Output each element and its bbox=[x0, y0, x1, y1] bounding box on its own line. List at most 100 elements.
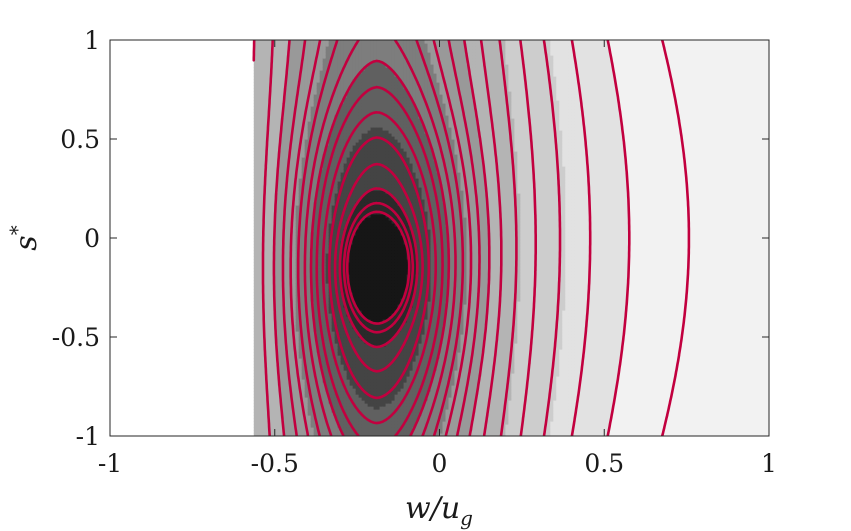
contour-fill-cell bbox=[298, 424, 303, 428]
contour-fill-cell bbox=[286, 349, 291, 353]
contour-fill-cell bbox=[307, 409, 312, 413]
contour-fill-cell bbox=[295, 349, 300, 353]
contour-fill-cell bbox=[265, 208, 270, 212]
contour-fill-cell bbox=[262, 49, 267, 53]
contour-fill-cell bbox=[265, 178, 270, 182]
contour-fill-cell bbox=[262, 250, 267, 254]
contour-fill-cell bbox=[349, 301, 354, 305]
contour-fill-cell bbox=[337, 220, 342, 224]
contour-fill-cell bbox=[256, 301, 261, 305]
contour-fill-cell bbox=[328, 220, 333, 224]
contour-fill-cell bbox=[340, 232, 345, 236]
contour-fill-cell bbox=[295, 58, 300, 62]
contour-fill-cell bbox=[307, 418, 312, 422]
contour-fill-cell bbox=[259, 286, 264, 290]
contour-fill-cell bbox=[283, 256, 288, 260]
contour-fill-cell bbox=[346, 151, 351, 155]
contour-fill-cell bbox=[262, 142, 267, 146]
contour-fill-cell bbox=[256, 427, 261, 431]
contour-fill-cell bbox=[307, 127, 312, 131]
contour-fill-cell bbox=[343, 421, 348, 425]
contour-fill-cell bbox=[322, 112, 327, 116]
contour-fill-cell bbox=[331, 256, 336, 260]
contour-fill-cell bbox=[307, 178, 312, 182]
contour-fill-cell bbox=[277, 205, 282, 209]
contour-fill-cell bbox=[262, 286, 267, 290]
contour-fill-cell bbox=[271, 379, 276, 383]
contour-fill-cell bbox=[286, 409, 291, 413]
contour-fill-cell bbox=[301, 382, 306, 386]
contour-fill-cell bbox=[292, 94, 297, 98]
contour-fill-cell bbox=[265, 235, 270, 239]
contour-fill-cell bbox=[262, 40, 267, 44]
contour-fill-cell bbox=[337, 49, 342, 53]
contour-fill-cell bbox=[259, 214, 264, 218]
contour-fill-cell bbox=[310, 151, 315, 155]
contour-fill-cell bbox=[325, 265, 330, 269]
contour-fill-cell bbox=[259, 79, 264, 83]
contour-fill-cell bbox=[304, 148, 309, 152]
contour-fill-cell bbox=[301, 196, 306, 200]
contour-fill-cell bbox=[304, 403, 309, 407]
contour-fill-cell bbox=[253, 262, 258, 266]
contour-fill-cell bbox=[253, 184, 258, 188]
contour-fill-cell bbox=[274, 103, 279, 107]
contour-fill-cell bbox=[253, 298, 258, 302]
contour-fill-cell bbox=[313, 382, 318, 386]
contour-fill-cell bbox=[298, 373, 303, 377]
contour-fill-cell bbox=[331, 268, 336, 272]
contour-fill-cell bbox=[331, 67, 336, 71]
contour-fill-cell bbox=[307, 316, 312, 320]
contour-fill-cell bbox=[292, 163, 297, 167]
contour-fill-cell bbox=[307, 130, 312, 134]
contour-fill-cell bbox=[256, 199, 261, 203]
contour-fill-cell bbox=[325, 85, 330, 89]
contour-fill-cell bbox=[268, 136, 273, 140]
contour-fill-cell bbox=[265, 349, 270, 353]
contour-fill-cell bbox=[313, 136, 318, 140]
contour-fill-cell bbox=[253, 337, 258, 341]
contour-fill-cell bbox=[331, 340, 336, 344]
contour-fill-cell bbox=[292, 79, 297, 83]
contour-fill-cell bbox=[319, 40, 324, 44]
contour-fill-cell bbox=[337, 91, 342, 95]
contour-fill-cell bbox=[349, 184, 354, 188]
contour-fill-cell bbox=[319, 340, 324, 344]
contour-fill-cell bbox=[313, 355, 318, 359]
contour-fill-cell bbox=[277, 292, 282, 296]
contour-fill-cell bbox=[316, 151, 321, 155]
contour-fill-cell bbox=[352, 352, 357, 356]
contour-fill-cell bbox=[259, 157, 264, 161]
contour-fill-cell bbox=[253, 97, 258, 101]
contour-fill-cell bbox=[304, 61, 309, 65]
contour-fill-cell bbox=[313, 49, 318, 53]
contour-fill-cell bbox=[295, 82, 300, 86]
contour-fill-cell bbox=[277, 298, 282, 302]
contour-fill-cell bbox=[325, 235, 330, 239]
contour-fill-cell bbox=[343, 409, 348, 413]
contour-fill-cell bbox=[280, 178, 285, 182]
contour-fill-cell bbox=[295, 40, 300, 44]
contour-fill-cell bbox=[259, 382, 264, 386]
contour-fill-cell bbox=[304, 358, 309, 362]
contour-fill-cell bbox=[340, 364, 345, 368]
contour-fill-cell bbox=[313, 43, 318, 47]
contour-fill-cell bbox=[259, 82, 264, 86]
contour-fill-cell bbox=[292, 301, 297, 305]
contour-fill-cell bbox=[331, 46, 336, 50]
contour-fill-cell bbox=[259, 49, 264, 53]
contour-fill-cell bbox=[349, 274, 354, 278]
contour-fill-cell bbox=[307, 262, 312, 266]
contour-fill-cell bbox=[259, 283, 264, 287]
contour-fill-cell bbox=[295, 103, 300, 107]
contour-fill-cell bbox=[253, 355, 258, 359]
contour-fill-cell bbox=[274, 373, 279, 377]
contour-fill-cell bbox=[295, 61, 300, 65]
contour-fill-cell bbox=[286, 88, 291, 92]
contour-fill-cell bbox=[253, 304, 258, 308]
contour-fill-cell bbox=[298, 367, 303, 371]
contour-fill-cell bbox=[271, 172, 276, 176]
contour-fill-cell bbox=[346, 331, 351, 335]
contour-fill-cell bbox=[277, 223, 282, 227]
contour-fill-cell bbox=[292, 223, 297, 227]
